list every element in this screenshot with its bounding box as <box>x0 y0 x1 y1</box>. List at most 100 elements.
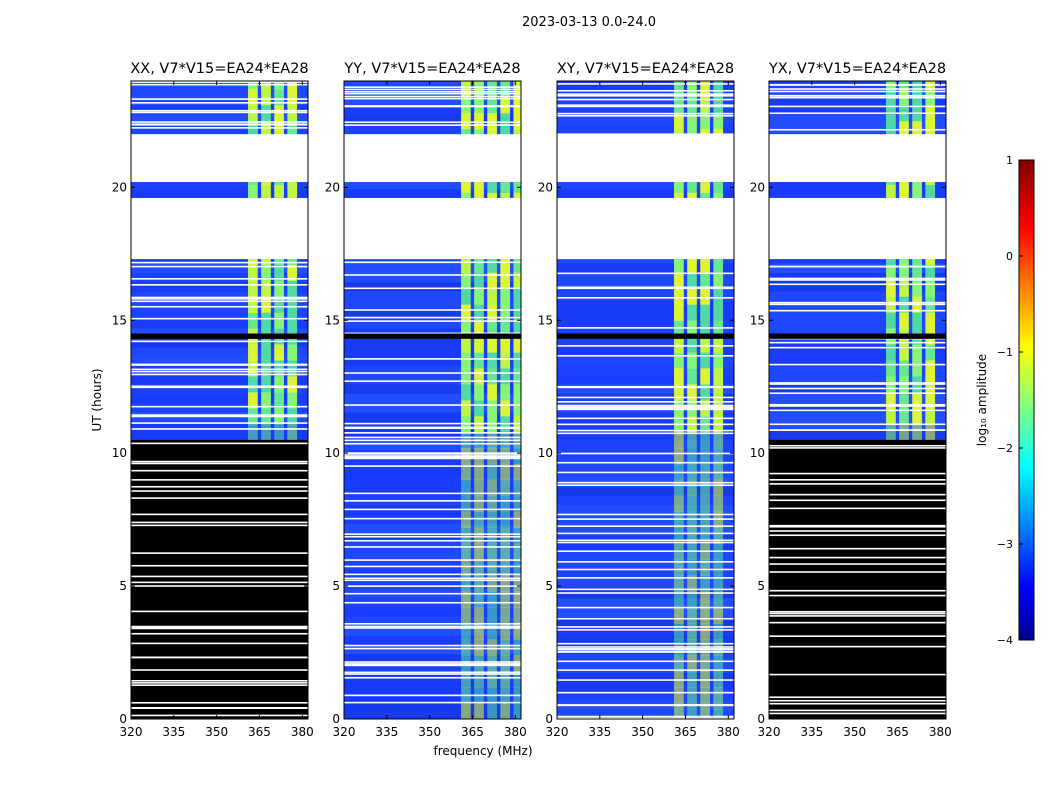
gap-line <box>557 386 734 389</box>
dropout-band <box>557 333 734 339</box>
noise-row <box>344 81 521 87</box>
noise-row <box>557 272 734 283</box>
panel-frame <box>556 80 735 720</box>
gap-line <box>131 581 308 584</box>
rfi-cell <box>287 392 298 409</box>
rfi-cell <box>461 607 471 624</box>
noise-row <box>131 179 308 190</box>
gap-line <box>131 669 308 671</box>
rfi-cell <box>274 312 284 329</box>
rfi-cell <box>500 463 511 481</box>
gap-line <box>131 564 308 567</box>
gap-line <box>557 561 734 563</box>
rfi-cell <box>487 336 497 353</box>
gap-line <box>769 283 946 286</box>
noise-row <box>344 272 521 283</box>
rfi-cell <box>925 280 936 297</box>
gap-line <box>557 287 734 290</box>
rfi-cell <box>487 671 497 688</box>
gap-line <box>557 401 734 403</box>
gap-line <box>557 617 734 620</box>
rfi-cell <box>487 352 497 369</box>
noise-row <box>131 300 308 311</box>
rfi-cell <box>261 376 271 393</box>
rfi-cell <box>487 176 497 194</box>
rfi-cell <box>713 703 724 719</box>
rfi-cell <box>687 687 697 704</box>
rfi-cell <box>700 384 710 401</box>
rfi-cell <box>261 392 271 409</box>
noise-row <box>344 625 521 636</box>
rfi-cell <box>461 479 471 497</box>
gap-line <box>344 316 521 319</box>
gap-line <box>131 297 308 300</box>
rfi-cell <box>700 623 710 640</box>
noise-row <box>131 374 308 385</box>
rfi-cell <box>912 184 922 202</box>
rfi-cell <box>912 344 922 361</box>
rfi-cell <box>700 112 710 130</box>
gap-line <box>557 648 734 651</box>
gap-line <box>557 518 734 520</box>
panel-title: YY, V7*V15=EA24*EA28 <box>343 61 520 77</box>
noise-row <box>131 346 308 357</box>
rfi-cell <box>248 280 258 297</box>
gap-line <box>344 457 521 460</box>
gap-line <box>769 363 946 366</box>
rfi-cell <box>461 304 471 321</box>
gap-line <box>344 671 521 674</box>
rfi-cell <box>674 687 684 704</box>
gap-line <box>769 88 946 90</box>
rfi-cell <box>474 336 484 353</box>
rfi-cell <box>248 264 258 281</box>
rfi-cell <box>700 368 710 385</box>
rfi-cell <box>248 88 258 106</box>
noise-row <box>131 356 308 366</box>
noise-row <box>557 691 734 701</box>
rfi-cell <box>474 304 484 321</box>
gap-line <box>344 664 521 667</box>
rfi-cell <box>461 543 471 560</box>
y-tick-label: 15 <box>538 313 553 327</box>
gap-line <box>344 97 521 100</box>
rfi-cell <box>461 623 471 640</box>
rfi-cell <box>487 320 497 337</box>
panel-frame <box>768 80 947 720</box>
noise-row <box>344 532 521 543</box>
flagged-white-block <box>769 134 946 183</box>
noise-row <box>557 486 734 497</box>
rfi-cell <box>713 368 724 385</box>
y-tick-label: 20 <box>750 180 765 194</box>
rfi-cell <box>925 360 936 377</box>
rfi-cell <box>674 495 684 513</box>
gap-line <box>344 661 521 663</box>
rfi-cell <box>899 360 909 377</box>
panel-image <box>344 81 521 719</box>
flagged-black-region <box>131 439 308 719</box>
rfi-cell <box>687 607 697 624</box>
rfi-cell <box>687 559 697 576</box>
gap-line <box>557 404 734 407</box>
rfi-cell <box>487 559 497 576</box>
rfi-cell <box>687 495 697 513</box>
colorbar-gradient <box>1018 159 1035 641</box>
noise-row <box>557 318 734 329</box>
rfi-cell <box>687 447 697 465</box>
noise-row <box>131 337 308 348</box>
gap-line <box>769 556 946 559</box>
rfi-cell <box>899 280 909 297</box>
noise-row <box>557 598 734 608</box>
rfi-cell <box>248 360 258 377</box>
gap-line <box>769 589 946 592</box>
rfi-cell <box>713 272 724 289</box>
panel-3: XY, V7*V15=EA24*EA28 320 335 350 365 380 0 5 10 1… <box>538 61 740 739</box>
rfi-cell <box>500 400 511 417</box>
rfi-cell <box>700 256 710 273</box>
rfi-cell <box>474 463 484 481</box>
gap-line <box>131 284 308 286</box>
y-tick-label: 10 <box>538 446 553 460</box>
noise-row <box>131 430 308 441</box>
rfi-cell <box>287 296 298 313</box>
gap-line <box>344 577 521 580</box>
gap-line <box>131 414 308 416</box>
